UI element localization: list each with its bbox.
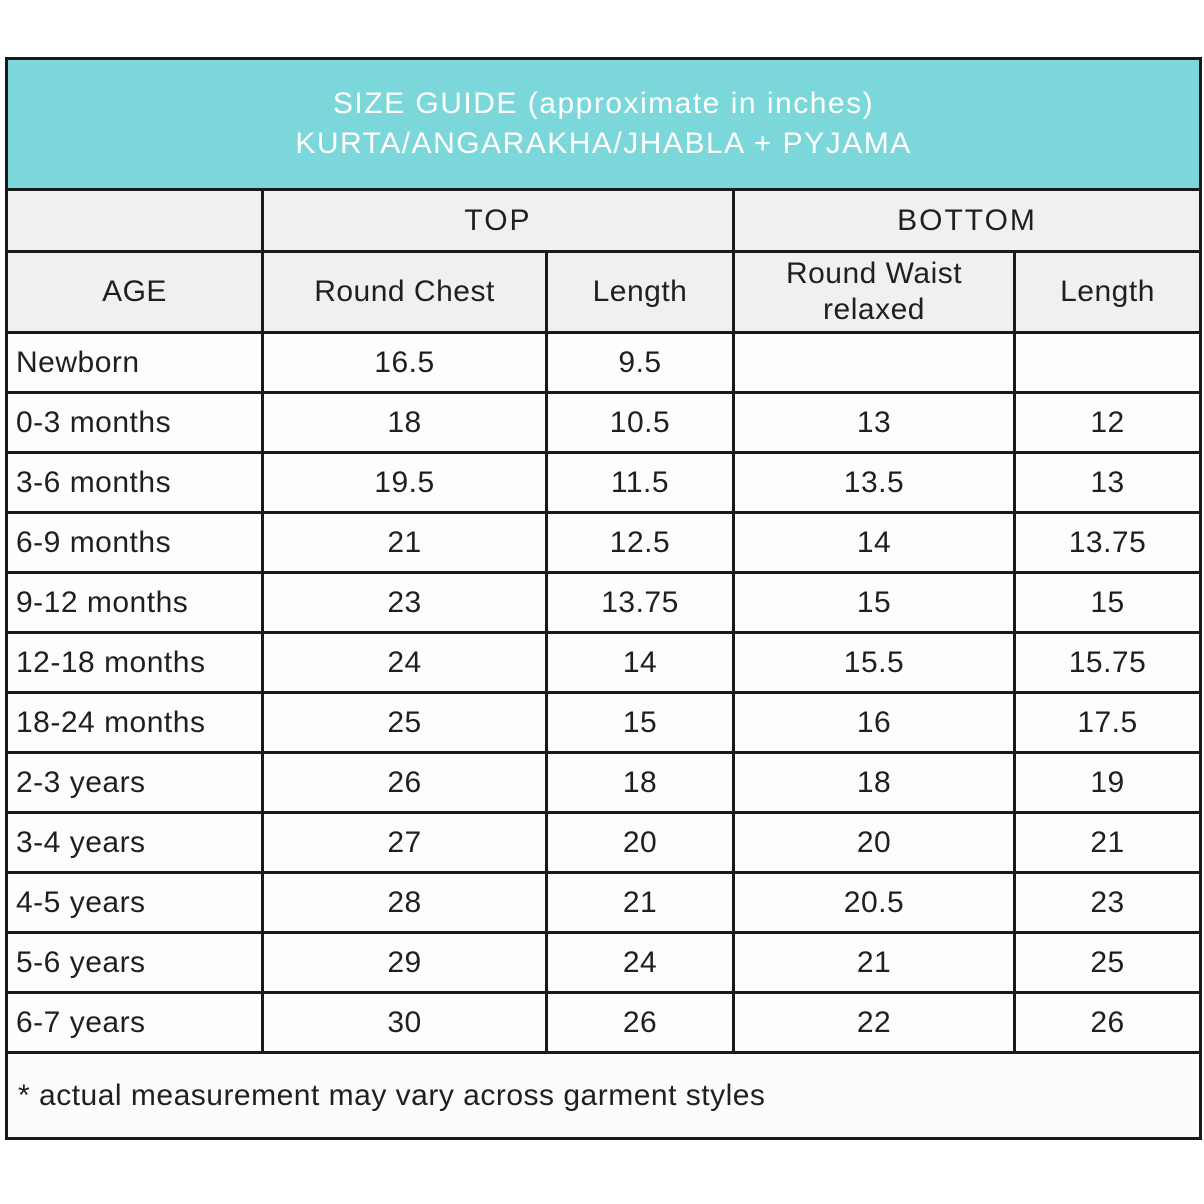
age-cell: 6-9 months	[5, 511, 264, 574]
round-waist-cell: 14	[732, 511, 1016, 574]
table-row-newborn: Newborn 16.5 9.5	[5, 331, 1203, 394]
bottom-length-cell: 17.5	[1012, 691, 1203, 754]
round-chest-cell: 24	[261, 631, 548, 694]
table-row-12-18-months: 12-18 months 24 14 15.5 15.75	[5, 631, 1203, 694]
age-cell: 0-3 months	[5, 391, 264, 454]
table-row-18-24-months: 18-24 months 25 15 16 17.5	[5, 691, 1203, 754]
round-waist-cell: 18	[732, 751, 1016, 814]
footnote: * actual measurement may vary across gar…	[4, 1051, 1203, 1140]
age-cell: 3-6 months	[5, 451, 264, 514]
bottom-length-cell: 21	[1012, 811, 1203, 874]
footnote-row: * actual measurement may vary across gar…	[4, 1051, 1203, 1140]
table-row-3-6-months: 3-6 months 19.5 11.5 13.5 13	[5, 451, 1203, 514]
round-chest-cell: 27	[261, 811, 548, 874]
round-waist-cell: 22	[732, 991, 1016, 1054]
table-row-4-5-years: 4-5 years 28 21 20.5 23	[5, 871, 1203, 934]
table-row-9-12-months: 9-12 months 23 13.75 15 15	[5, 571, 1203, 634]
corner-empty-cell	[5, 188, 264, 253]
age-cell: 5-6 years	[5, 931, 264, 994]
top-length-cell: 10.5	[545, 391, 735, 454]
title-banner: SIZE GUIDE (approximate in inches) KURTA…	[4, 57, 1203, 191]
group-header-top: TOP	[261, 188, 735, 253]
age-cell: 2-3 years	[5, 751, 264, 814]
table-row-2-3-years: 2-3 years 26 18 18 19	[5, 751, 1203, 814]
age-cell: 9-12 months	[5, 571, 264, 634]
top-length-cell: 14	[545, 631, 735, 694]
top-length-cell: 24	[545, 931, 735, 994]
age-cell: 18-24 months	[5, 691, 264, 754]
banner-title-line1: SIZE GUIDE (approximate in inches)	[332, 87, 875, 120]
round-chest-cell: 16.5	[261, 331, 548, 394]
bottom-length-cell: 25	[1012, 931, 1203, 994]
round-waist-cell: 21	[732, 931, 1016, 994]
top-length-cell: 11.5	[545, 451, 735, 514]
round-chest-cell: 25	[261, 691, 548, 754]
round-waist-cell: 20	[732, 811, 1016, 874]
round-waist-cell: 16	[732, 691, 1016, 754]
top-length-cell: 21	[545, 871, 735, 934]
top-length-cell: 18	[545, 751, 735, 814]
table-row-0-3-months: 0-3 months 18 10.5 13 12	[5, 391, 1203, 454]
age-cell: Newborn	[5, 331, 264, 394]
round-chest-cell: 19.5	[261, 451, 548, 514]
table-row-3-4-years: 3-4 years 27 20 20 21	[5, 811, 1203, 874]
age-cell: 6-7 years	[5, 991, 264, 1054]
column-header-row: AGE Round Chest Length Round Waist relax…	[5, 250, 1203, 334]
round-waist-cell: 15.5	[732, 631, 1016, 694]
bottom-length-cell: 13	[1012, 451, 1203, 514]
table-row-6-9-months: 6-9 months 21 12.5 14 13.75	[5, 511, 1203, 574]
bottom-length-cell	[1012, 331, 1203, 394]
age-cell: 3-4 years	[5, 811, 264, 874]
round-waist-cell: 13	[732, 391, 1016, 454]
round-chest-cell: 26	[261, 751, 548, 814]
bottom-length-cell: 12	[1012, 391, 1203, 454]
table-row-6-7-years: 6-7 years 30 26 22 26	[5, 991, 1203, 1054]
round-chest-cell: 28	[261, 871, 548, 934]
bottom-length-cell: 26	[1012, 991, 1203, 1054]
round-chest-cell: 21	[261, 511, 548, 574]
table-row-5-6-years: 5-6 years 29 24 21 25	[5, 931, 1203, 994]
banner-title-line2: KURTA/ANGARAKHA/JHABLA + PYJAMA	[295, 127, 912, 160]
top-length-cell: 13.75	[545, 571, 735, 634]
bottom-length-cell: 15	[1012, 571, 1203, 634]
top-length-cell: 12.5	[545, 511, 735, 574]
bottom-length-cell: 15.75	[1012, 631, 1203, 694]
size-guide-table: SIZE GUIDE (approximate in inches) KURTA…	[4, 57, 1203, 1140]
round-chest-cell: 30	[261, 991, 548, 1054]
column-header-round-chest: Round Chest	[261, 250, 548, 334]
top-length-cell: 26	[545, 991, 735, 1054]
column-header-top-length: Length	[545, 250, 735, 334]
column-group-row: TOP BOTTOM	[5, 188, 1203, 253]
title-banner-row: SIZE GUIDE (approximate in inches) KURTA…	[4, 57, 1203, 191]
group-header-bottom: BOTTOM	[731, 188, 1203, 253]
round-chest-cell: 23	[261, 571, 548, 634]
round-chest-cell: 29	[261, 931, 548, 994]
round-waist-cell	[732, 331, 1016, 394]
age-cell: 12-18 months	[5, 631, 264, 694]
round-waist-cell: 13.5	[732, 451, 1016, 514]
column-header-age: AGE	[5, 250, 264, 334]
bottom-length-cell: 13.75	[1012, 511, 1203, 574]
bottom-length-cell: 23	[1012, 871, 1203, 934]
bottom-length-cell: 19	[1012, 751, 1203, 814]
column-header-bottom-length: Length	[1012, 250, 1203, 334]
round-waist-cell: 15	[732, 571, 1016, 634]
age-cell: 4-5 years	[5, 871, 264, 934]
top-length-cell: 9.5	[545, 331, 735, 394]
round-chest-cell: 18	[261, 391, 548, 454]
round-waist-cell: 20.5	[732, 871, 1016, 934]
column-header-round-waist-relaxed: Round Waist relaxed	[732, 250, 1016, 334]
round-waist-relaxed-label: Round Waist relaxed	[785, 257, 963, 326]
top-length-cell: 20	[545, 811, 735, 874]
top-length-cell: 15	[545, 691, 735, 754]
